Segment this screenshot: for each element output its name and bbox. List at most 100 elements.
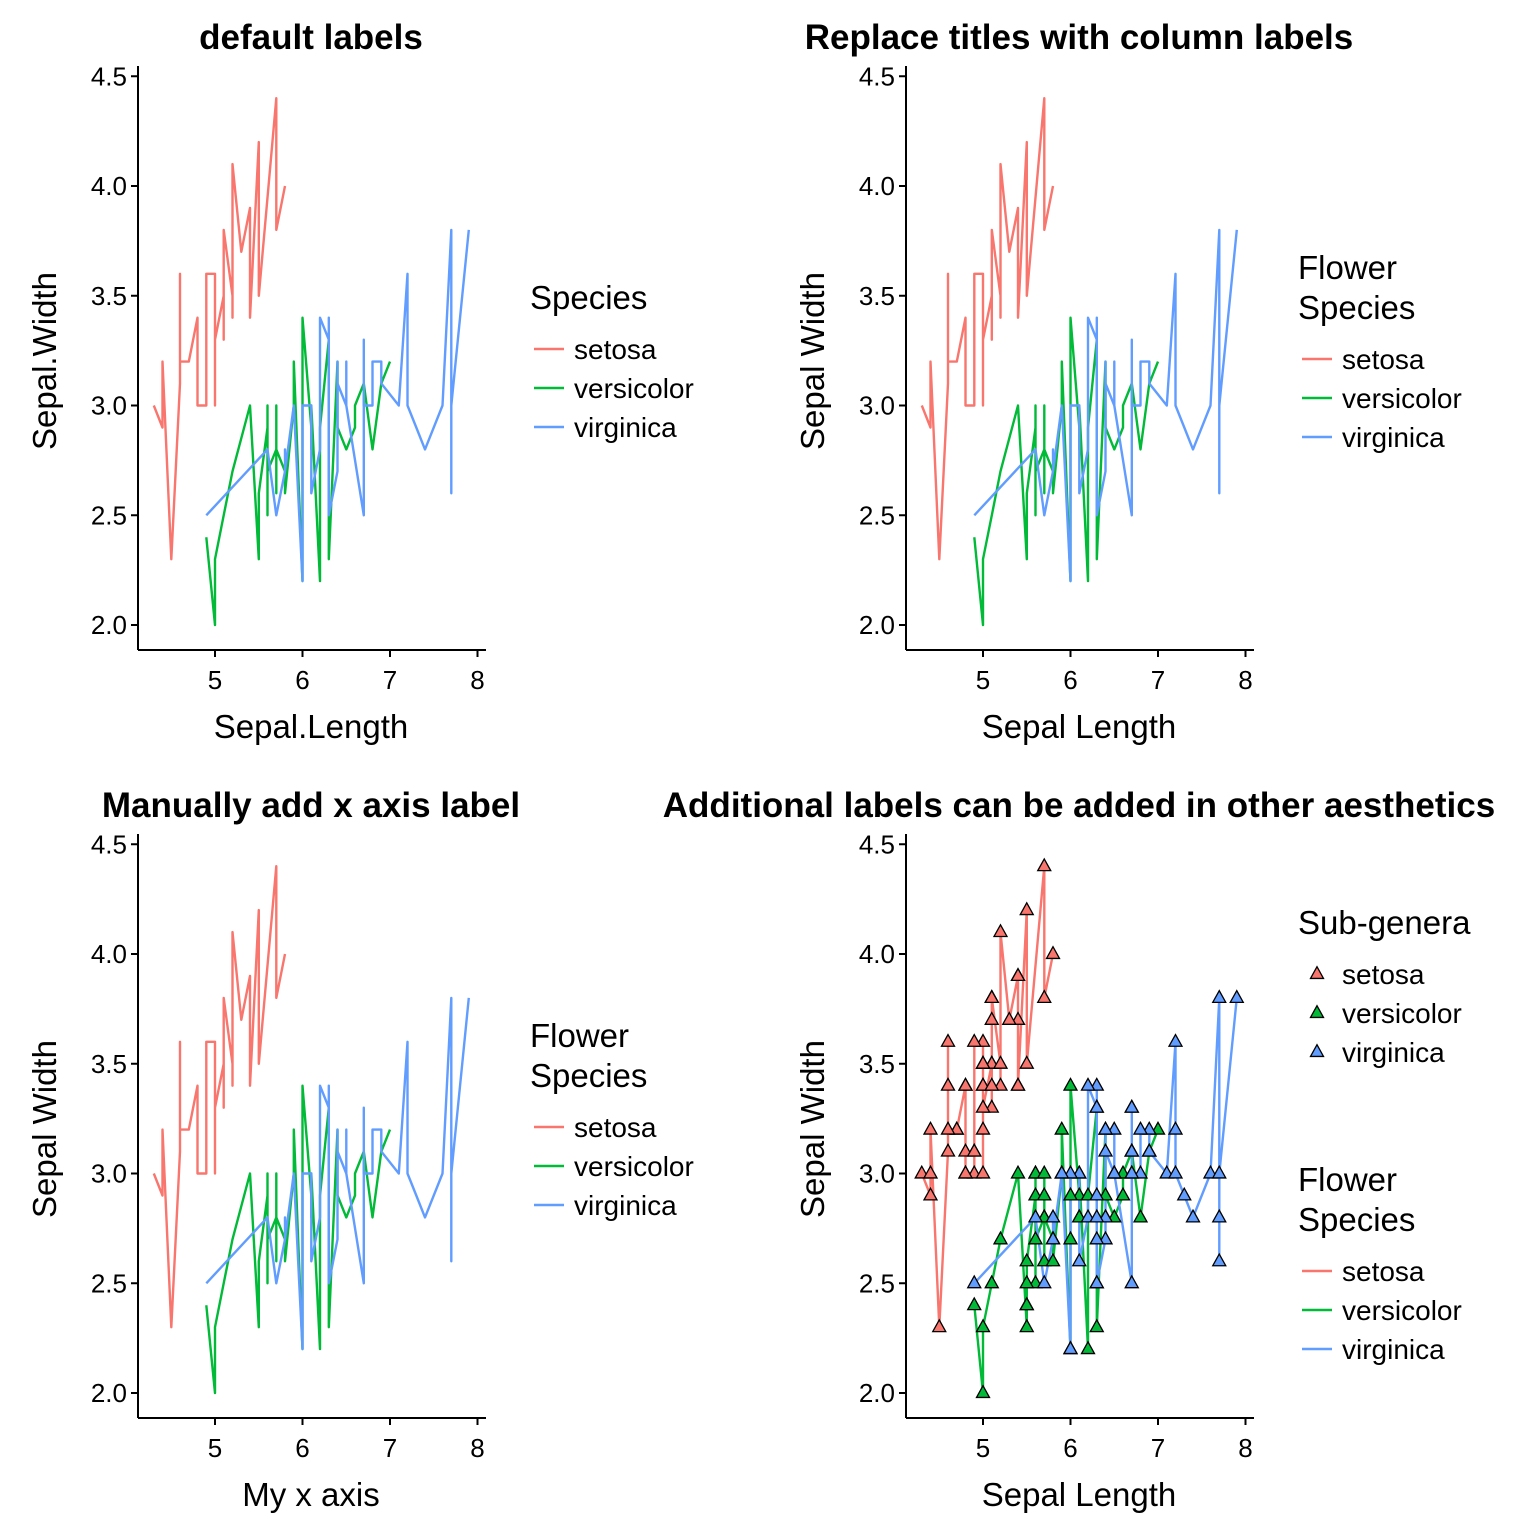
x-tick-label: 8: [470, 665, 484, 695]
x-axis-label: Sepal Length: [982, 708, 1177, 745]
data-point-setosa: [940, 1142, 956, 1157]
data-point-virginica: [1089, 1099, 1105, 1113]
y-tick-label: 3.5: [91, 1049, 127, 1079]
data-point-virginica: [1089, 1208, 1105, 1223]
y-tick-label: 3.0: [859, 391, 895, 421]
series-line-versicolor: [973, 316, 1160, 627]
legend-item-label: setosa: [574, 1112, 657, 1143]
y-tick-label: 3.5: [91, 281, 127, 311]
data-point-virginica: [1167, 1121, 1184, 1135]
panel-1: default labels 2.0 2.5 3.0 3.5 4.0 4.5 5 6 7 8 Sepa…: [26, 18, 694, 745]
series-line-virginica: [205, 228, 470, 583]
series-line-setosa: [152, 97, 287, 561]
data-point-virginica: [1167, 1033, 1184, 1047]
data-point-virginica: [1062, 1340, 1079, 1355]
x-tick-label: 8: [1238, 1433, 1252, 1463]
legend-key-triangle-setosa: [1309, 965, 1325, 980]
y-tick-label: 4.5: [859, 61, 895, 91]
x-tick-label: 7: [383, 665, 397, 695]
data-point-versicolor: [1019, 1296, 1035, 1311]
x-tick-label: 6: [1063, 665, 1077, 695]
data-point-versicolor: [984, 1274, 1000, 1289]
x-tick-label: 8: [470, 1433, 484, 1463]
data-point-setosa: [931, 1318, 947, 1333]
data-point-virginica: [1054, 1164, 1070, 1179]
data-point-virginica: [966, 1274, 982, 1289]
y-tick-label: 4.5: [91, 61, 127, 91]
x-tick-label: 5: [208, 1433, 222, 1463]
data-point-virginica: [1027, 1208, 1044, 1223]
plot-title: Manually add x axis label: [102, 786, 520, 825]
plot-title: Replace titles with column labels: [805, 18, 1353, 57]
data-point-setosa: [1036, 989, 1052, 1003]
y-tick-label: 3.0: [91, 391, 127, 421]
series-line-virginica: [973, 228, 1238, 583]
x-tick-label: 6: [1063, 1433, 1077, 1463]
series-line-virginica: [205, 996, 470, 1351]
x-tick-label: 7: [1151, 1433, 1165, 1463]
y-tick-label: 4.0: [859, 939, 895, 969]
y-axis-label: Sepal Width: [794, 272, 831, 450]
x-tick-label: 5: [976, 1433, 990, 1463]
y-tick-label: 3.5: [859, 281, 895, 311]
data-point-versicolor: [1054, 1121, 1070, 1135]
data-point-versicolor: [966, 1296, 982, 1311]
data-point-virginica: [1211, 989, 1227, 1003]
data-point-setosa: [1010, 967, 1026, 982]
data-point-setosa: [922, 1121, 939, 1135]
y-axis-label: Sepal.Width: [26, 272, 63, 450]
data-point-setosa: [975, 1121, 991, 1135]
x-axis-label: Sepal Length: [982, 1476, 1177, 1513]
data-point-versicolor: [992, 1230, 1009, 1245]
legend-title: Species: [530, 279, 647, 316]
data-point-setosa: [1019, 901, 1035, 916]
legend-title: Flower: [530, 1017, 629, 1054]
y-tick-label: 4.5: [91, 829, 127, 859]
panel-4: Additional labels can be added in other …: [663, 786, 1495, 1513]
data-point-setosa: [957, 1164, 974, 1179]
y-tick-label: 2.5: [859, 1268, 895, 1298]
data-point-setosa: [984, 1011, 1000, 1025]
data-point-setosa: [940, 1033, 956, 1047]
data-point-virginica: [1106, 1164, 1122, 1179]
x-tick-label: 6: [295, 665, 309, 695]
data-point-virginica: [1097, 1121, 1114, 1135]
data-point-setosa: [966, 1142, 982, 1157]
data-point-versicolor: [1019, 1252, 1035, 1267]
data-point-virginica: [1124, 1142, 1140, 1157]
legend-title: Flower: [1298, 249, 1397, 286]
data-point-versicolor: [1062, 1230, 1079, 1245]
y-tick-label: 4.0: [91, 171, 127, 201]
x-tick-label: 6: [295, 1433, 309, 1463]
y-tick-label: 2.0: [859, 610, 895, 640]
legend-title: Sub-genera: [1298, 904, 1471, 941]
legend-item-label: versicolor: [1342, 998, 1462, 1029]
y-tick-label: 2.0: [91, 1378, 127, 1408]
data-point-virginica: [1211, 1252, 1227, 1267]
data-point-virginica: [1045, 1208, 1061, 1223]
data-point-setosa: [966, 1033, 982, 1047]
data-point-virginica: [1089, 1274, 1105, 1289]
data-point-virginica: [1124, 1099, 1140, 1113]
y-tick-label: 3.0: [91, 1159, 127, 1189]
data-point-setosa: [1010, 1077, 1026, 1091]
data-point-virginica: [1071, 1252, 1087, 1267]
data-point-setosa: [922, 1164, 939, 1179]
y-tick-label: 2.0: [859, 1378, 895, 1408]
data-point-virginica: [1097, 1142, 1114, 1157]
legend-item-label: versicolor: [1342, 383, 1462, 414]
legend-item-label: setosa: [1342, 344, 1425, 375]
data-point-virginica: [1089, 1186, 1105, 1201]
data-point-versicolor: [1115, 1186, 1131, 1201]
x-axis-label: Sepal.Length: [214, 708, 409, 745]
series-line-setosa: [920, 865, 1055, 1329]
data-point-versicolor: [1062, 1077, 1079, 1091]
data-point-versicolor: [1036, 1164, 1052, 1179]
data-point-setosa: [984, 1077, 1000, 1091]
data-point-versicolor: [1132, 1208, 1149, 1223]
legend-title: Species: [1298, 1201, 1415, 1238]
legend-title: Species: [1298, 289, 1415, 326]
data-point-virginica: [1124, 1274, 1140, 1289]
data-point-versicolor: [1027, 1230, 1044, 1245]
